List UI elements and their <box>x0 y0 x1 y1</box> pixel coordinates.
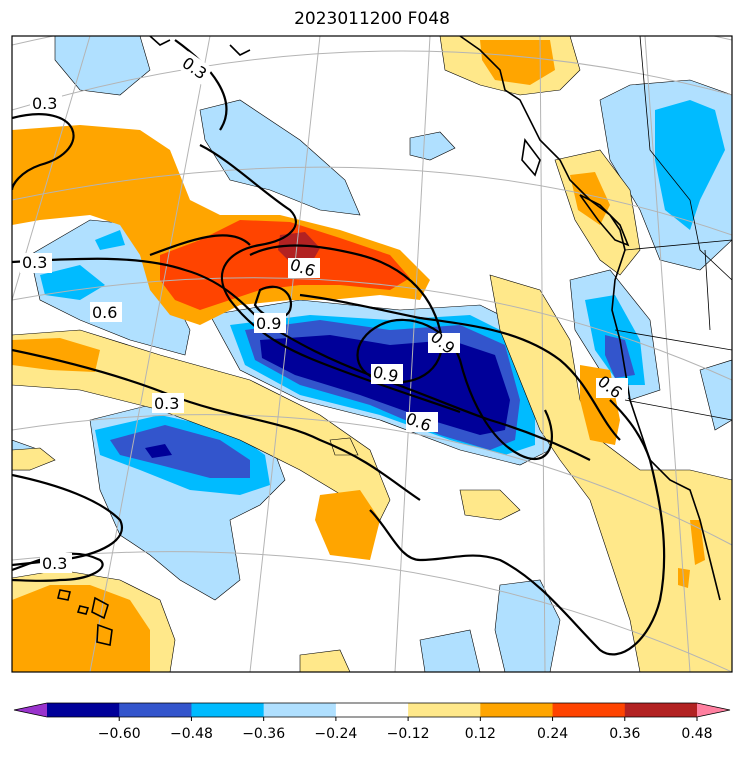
colorbar-bin <box>263 703 337 717</box>
contour-label: 0.3 <box>22 253 47 272</box>
contour-label: 0.9 <box>371 362 400 386</box>
map-title: 2023011200 F048 <box>294 9 450 29</box>
colorbar-extend-low <box>14 703 47 717</box>
colorbar-outline <box>13 702 731 718</box>
contour-lines <box>12 39 666 656</box>
colorbar-bin <box>408 703 481 717</box>
contour-label: 0.3 <box>154 394 179 413</box>
colorbar-tick-label: −0.24 <box>314 726 357 742</box>
colorbar-tick-label: −0.60 <box>98 726 141 742</box>
contour-label: 0.6 <box>92 303 117 322</box>
colorbar-bin <box>552 703 626 717</box>
colorbar-tick-label: −0.36 <box>242 726 285 742</box>
colorbar-tick-label: 0.12 <box>465 726 496 742</box>
political-borders <box>614 36 732 421</box>
contour-label: 0.3 <box>42 554 67 573</box>
colorbar-bin <box>624 703 698 717</box>
colorbar-extend-high <box>697 703 730 717</box>
shade-dark-red <box>278 232 320 262</box>
map-frame <box>11 35 733 673</box>
colorbar-bin <box>480 703 553 717</box>
colorbar-bin <box>335 703 409 717</box>
colorbar-tick-label: −0.48 <box>170 726 213 742</box>
colorbar-bin <box>191 703 265 717</box>
colorbar-tick-label: −0.12 <box>387 726 430 742</box>
colorbar-tick-label: 0.36 <box>609 726 640 742</box>
contour-label: 0.3 <box>32 94 57 113</box>
graticule <box>12 36 732 672</box>
colorbar-bin <box>47 703 120 717</box>
colorbar-bin <box>119 703 192 717</box>
colorbar-tick-label: 0.24 <box>537 726 568 742</box>
colorbar: −0.60 −0.48 −0.36 −0.24 −0.12 0.12 0.24 0.36 0.4… <box>13 702 731 742</box>
colorbar-tick-label: 0.48 <box>681 726 712 742</box>
contour-label-group: 0.3 0.3 0.3 0.6 0.6 0.9 0.9 0.9 0.6 0.6 … <box>20 51 628 573</box>
map-plot-area <box>12 36 732 672</box>
contour-label: 0.9 <box>256 314 281 333</box>
